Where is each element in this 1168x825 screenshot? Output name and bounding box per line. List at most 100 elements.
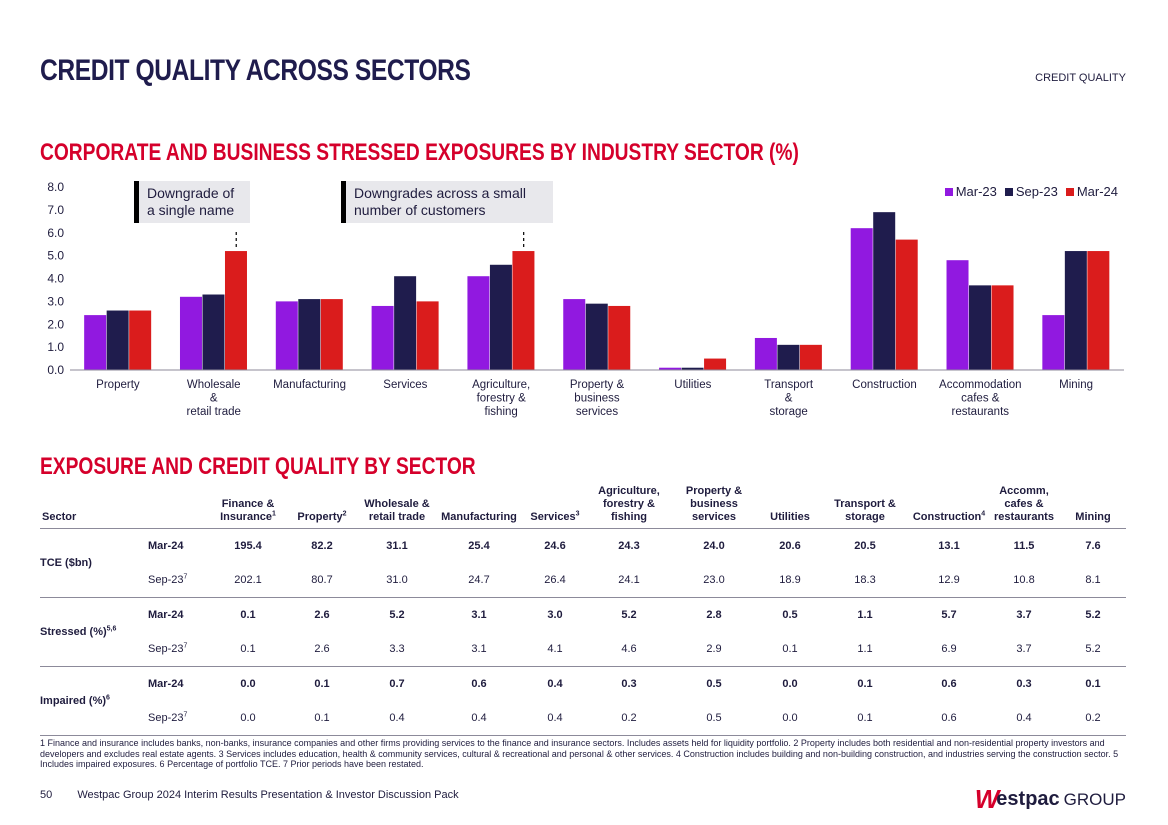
bar [754,337,777,370]
legend-swatch [1004,187,1013,196]
bar [585,303,608,370]
x-tick-label: Agriculture, forestry & fishing [472,379,530,418]
callout-downgrades-multiple: Downgrades across a small number of cust… [341,181,553,223]
table-cell: 0.0 [240,678,256,690]
logo-group: GROUP [1063,789,1126,809]
table-cell: 31.1 [386,540,408,552]
period-label: Sep-237 [148,701,208,736]
table-cell: 0.4 [520,701,590,736]
table-cell: 0.1 [240,609,256,621]
stressed-exposures-chart: 0.0 1.0 2.0 3.0 4.0 5.0 6.0 7.0 8.0 Property Whole… [47,180,1124,418]
table-cell: 0.1 [760,632,820,667]
table-cell: 31.0 [356,563,438,598]
bar [681,367,704,370]
bar [659,367,682,370]
table-cell: 0.2 [590,701,668,736]
table-cell: 0.5 [782,609,798,621]
table-cell: 0.4 [438,701,520,736]
column-header: Manufacturing [438,484,520,529]
table-cell: 7.6 [1085,540,1101,552]
section-tag: CREDIT QUALITY [1035,72,1126,84]
bar [416,301,439,370]
table-cell: 0.3 [621,678,637,690]
table-cell: 0.3 [1016,678,1032,690]
table-cell: 3.0 [547,609,563,621]
table-cell: 5.2 [389,609,405,621]
legend-swatch [1065,187,1074,196]
column-header: Transport & storage [820,484,910,529]
exposure-table: Sector Finance & Insurance1 Property2 Wholes… [40,484,1126,736]
bar [777,344,800,370]
table-cell: 26.4 [520,563,590,598]
table-cell: 0.4 [988,701,1060,736]
bar [467,276,490,370]
x-tick-label: Utilities [674,379,711,391]
bar [394,276,417,370]
logo-mark: W [974,784,999,814]
table-cell: 3.1 [438,632,520,667]
metric-label: Stressed (%)5,6 [40,597,148,667]
table-cell: 20.6 [779,540,801,552]
legend-swatch [944,187,953,196]
column-header: Property & business services [668,484,760,529]
table-cell: 0.5 [668,701,760,736]
bar [371,305,394,370]
table-cell: 0.7 [389,678,405,690]
footnote: 1 Finance and insurance includes banks, … [40,738,1119,769]
x-tick-label: Wholesale & retail trade [187,379,241,418]
x-tick-label: Transport & storage [764,379,814,418]
legend-item: Mar-24 [1065,184,1118,199]
westpac-logo: W estpac GROUP [975,784,1126,815]
table-cell: 24.0 [703,540,725,552]
table-cell: 20.5 [854,540,876,552]
table-cell: 0.1 [208,632,288,667]
table-cell: 0.1 [857,678,873,690]
table-cell: 5.2 [621,609,637,621]
callout-line: Downgrades across a small [354,185,526,201]
table-cell: 0.2 [1060,701,1126,736]
x-tick-label: Manufacturing [273,379,346,391]
table-cell: 2.9 [668,632,760,667]
bar [224,251,247,370]
bar [489,264,512,370]
bar [991,285,1014,370]
legend-item: Mar-23 [944,184,997,199]
table-cell: 0.1 [288,701,356,736]
table-cell: 0.1 [1085,678,1101,690]
logo-word: estpac [996,788,1060,810]
period-label: Sep-237 [148,563,208,598]
bar [320,299,343,370]
footer: 50 Westpac Group 2024 Interim Results Pr… [40,789,459,801]
table-cell: 3.1 [471,609,487,621]
table-cell: 0.1 [314,678,330,690]
column-header: Property2 [288,484,356,529]
column-header: Utilities [760,484,820,529]
bar [563,299,586,370]
bar [704,358,727,370]
column-header: Services3 [520,484,590,529]
table-cell: 18.9 [760,563,820,598]
table-row: Sep-237 202.1 80.7 31.0 24.7 26.4 24.1 23.0 18.9… [40,563,1126,598]
table-cell: 82.2 [311,540,333,552]
bar [179,296,202,370]
period-label: Mar-24 [148,678,184,690]
y-tick-label: 4.0 [47,272,64,286]
column-header: Agriculture, forestry & fishing [590,484,668,529]
page-number: 50 [40,789,53,801]
bar [946,260,969,370]
table-cell: 8.1 [1060,563,1126,598]
table-row: Impaired (%)6 Mar-24 0.0 0.1 0.7 0.6 0.4 0.3 0.5… [40,666,1126,736]
y-tick-label: 3.0 [47,294,64,308]
y-tick-label: 2.0 [47,317,64,331]
table-cell: 1.1 [820,632,910,667]
bar [202,294,225,370]
table-row: Sep-237 0.0 0.1 0.4 0.4 0.4 0.2 0.5 0.0 0.1 0.6 0.4… [40,701,1126,736]
table-cell: 1.1 [857,609,873,621]
y-tick-label: 8.0 [47,180,64,194]
table-cell: 24.7 [438,563,520,598]
chart-heading: CORPORATE AND BUSINESS STRESSED EXPOSURE… [40,139,799,166]
y-tick-label: 7.0 [47,203,64,217]
sector-header: Sector [40,484,148,529]
table-cell: 5.2 [1060,632,1126,667]
bar [1087,251,1110,370]
